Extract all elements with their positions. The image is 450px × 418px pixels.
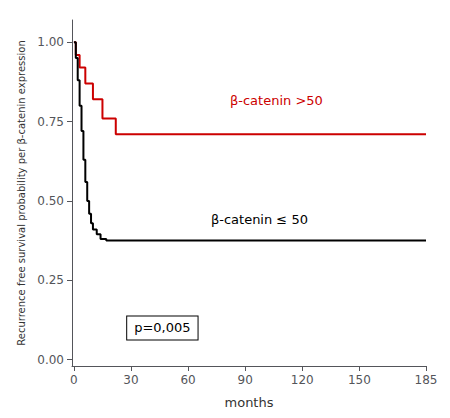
svg-text:90: 90: [238, 373, 253, 387]
svg-text:months: months: [225, 395, 274, 410]
svg-text:150: 150: [348, 373, 371, 387]
svg-text:β-catenin >50: β-catenin >50: [230, 93, 323, 108]
svg-text:p=0,005: p=0,005: [134, 320, 190, 335]
svg-text:185: 185: [415, 373, 438, 387]
svg-text:0: 0: [70, 373, 78, 387]
svg-text:60: 60: [180, 373, 195, 387]
svg-text:0.00: 0.00: [37, 353, 64, 367]
svg-text:0.25: 0.25: [37, 273, 64, 287]
svg-text:1.00: 1.00: [37, 35, 64, 49]
svg-text:Recurrence free survival proba: Recurrence free survival probability per…: [16, 40, 27, 345]
svg-text:β-catenin ≤ 50: β-catenin ≤ 50: [211, 212, 308, 227]
svg-text:0.50: 0.50: [37, 194, 64, 208]
svg-text:120: 120: [291, 373, 314, 387]
svg-text:30: 30: [123, 373, 138, 387]
svg-text:0.75: 0.75: [37, 115, 64, 129]
